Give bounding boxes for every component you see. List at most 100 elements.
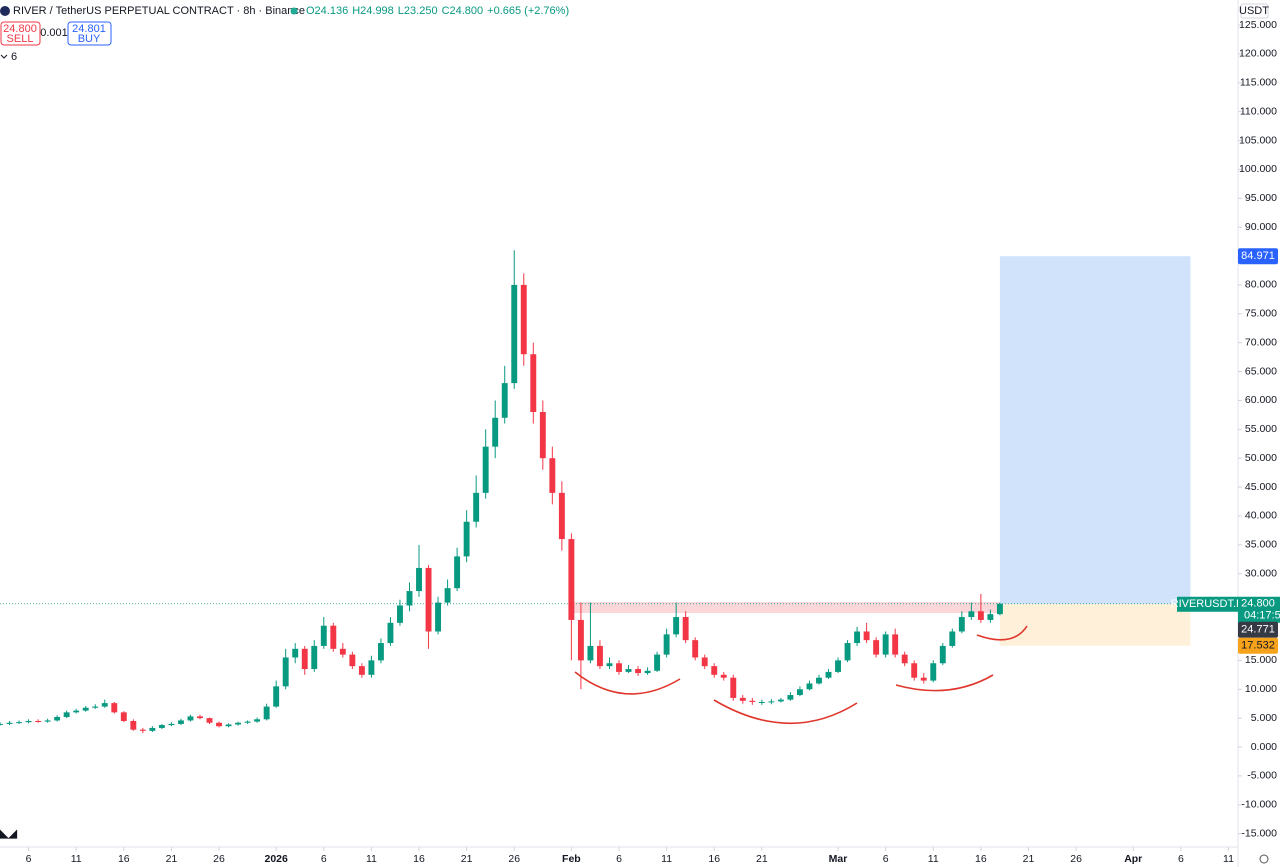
stop-zone [999,603,1191,646]
candle-body [892,634,899,655]
x-tick-label: 26 [508,853,520,865]
candle-body [673,617,680,635]
candle-body [273,686,280,707]
candle-body [587,645,594,661]
candle-body [492,417,499,447]
collapse-icon[interactable] [0,54,8,59]
candle-body [454,556,461,589]
ohlc-value: O24.136 [306,5,348,17]
candle-body [444,588,451,603]
candle-body [616,663,622,672]
y-tick-label: 90.000 [1245,221,1277,233]
candle-body [482,446,489,493]
countdown: 04:17:5 [1244,610,1280,622]
candle-body [197,716,203,719]
buy-label: BUY [78,33,101,45]
y-tick-label: 60.000 [1245,394,1277,406]
ohlc-value: L23.250 [398,5,438,17]
candle-body [311,645,318,670]
target-label: 84.971 [1241,250,1275,262]
x-tick-label: 21 [461,853,473,865]
candle-body [777,699,784,702]
symbol-title[interactable]: RIVER / TetherUS PERPETUAL CONTRACT · 8h… [13,5,305,17]
x-tick-label: 11 [366,853,377,865]
candle-body [377,643,384,661]
x-tick-label: 21 [166,853,178,865]
candle-body [511,284,518,384]
currency-box[interactable] [1240,3,1269,19]
x-tick-label: Apr [1124,853,1142,865]
x-tick-label: 2026 [264,853,288,865]
candle-body [597,645,603,667]
candle-body [796,689,803,696]
candle-body [806,683,813,690]
candle-body [358,666,365,675]
x-tick-label: 16 [975,853,987,865]
symbol-tag-box [1177,596,1238,612]
plot-area [0,250,1238,734]
candle-body [530,354,537,412]
candle-body [825,671,832,678]
y-tick-label: 45.000 [1245,481,1277,493]
ohlc-value: H24.998 [352,5,394,17]
indicators-count[interactable]: 6 [11,51,17,63]
candle-body [63,712,70,717]
candle-body [968,611,975,618]
candle-body [701,657,708,667]
spread: 0.001 [40,27,68,39]
x-tick-label: 21 [1023,853,1035,865]
y-tick-label: 65.000 [1245,365,1277,377]
candle-body [73,710,80,713]
annotations [574,625,1028,725]
market-status [290,7,298,15]
target-tag [1238,248,1278,265]
sell-price: 24.800 [3,23,37,35]
x-tick-label: 11 [661,853,672,865]
symbol-tag: RIVERUSDT.P [1171,598,1244,610]
candle-body [844,643,851,661]
x-tick-label: 11 [928,853,939,865]
candle-body [958,617,965,632]
candle-body [139,729,146,731]
y-tick-label: 5.000 [1251,712,1277,724]
candle-body [425,567,432,632]
candle-body [730,677,737,698]
settings-icon[interactable] [1259,854,1269,864]
candle-body [254,719,261,722]
candle-body [187,716,194,721]
logo[interactable]: ◣◢ [0,828,17,840]
candle-body [996,603,1003,615]
candle-body [987,614,994,620]
candle-body [758,701,765,703]
candle-body [711,666,718,675]
y-tick-label: 80.000 [1245,279,1277,291]
candle-body [463,521,470,557]
candle-body [549,458,556,493]
candle-body [739,697,746,701]
ohlc-value: C24.800 [442,5,484,17]
candle-body [225,724,232,727]
symbol-icon[interactable] [0,6,10,16]
candle-body [787,695,794,700]
y-tick-label: 40.000 [1245,510,1277,522]
x-tick-label: 11 [71,853,82,865]
curve [574,671,681,695]
candle-body [158,725,165,728]
candle-body [816,677,822,684]
x-tick-label: 6 [26,853,32,865]
y-tick-label: 120.000 [1239,48,1277,60]
candle-body [177,720,184,724]
entry-tag [1238,621,1278,638]
candle-body [216,722,222,727]
sell-button[interactable] [0,21,41,46]
candle-body [349,654,356,667]
target-zone [999,256,1191,604]
candle-body [768,701,775,703]
buy-button[interactable] [67,21,112,46]
y-tick-label: -10.000 [1241,799,1277,811]
curve [895,674,994,692]
